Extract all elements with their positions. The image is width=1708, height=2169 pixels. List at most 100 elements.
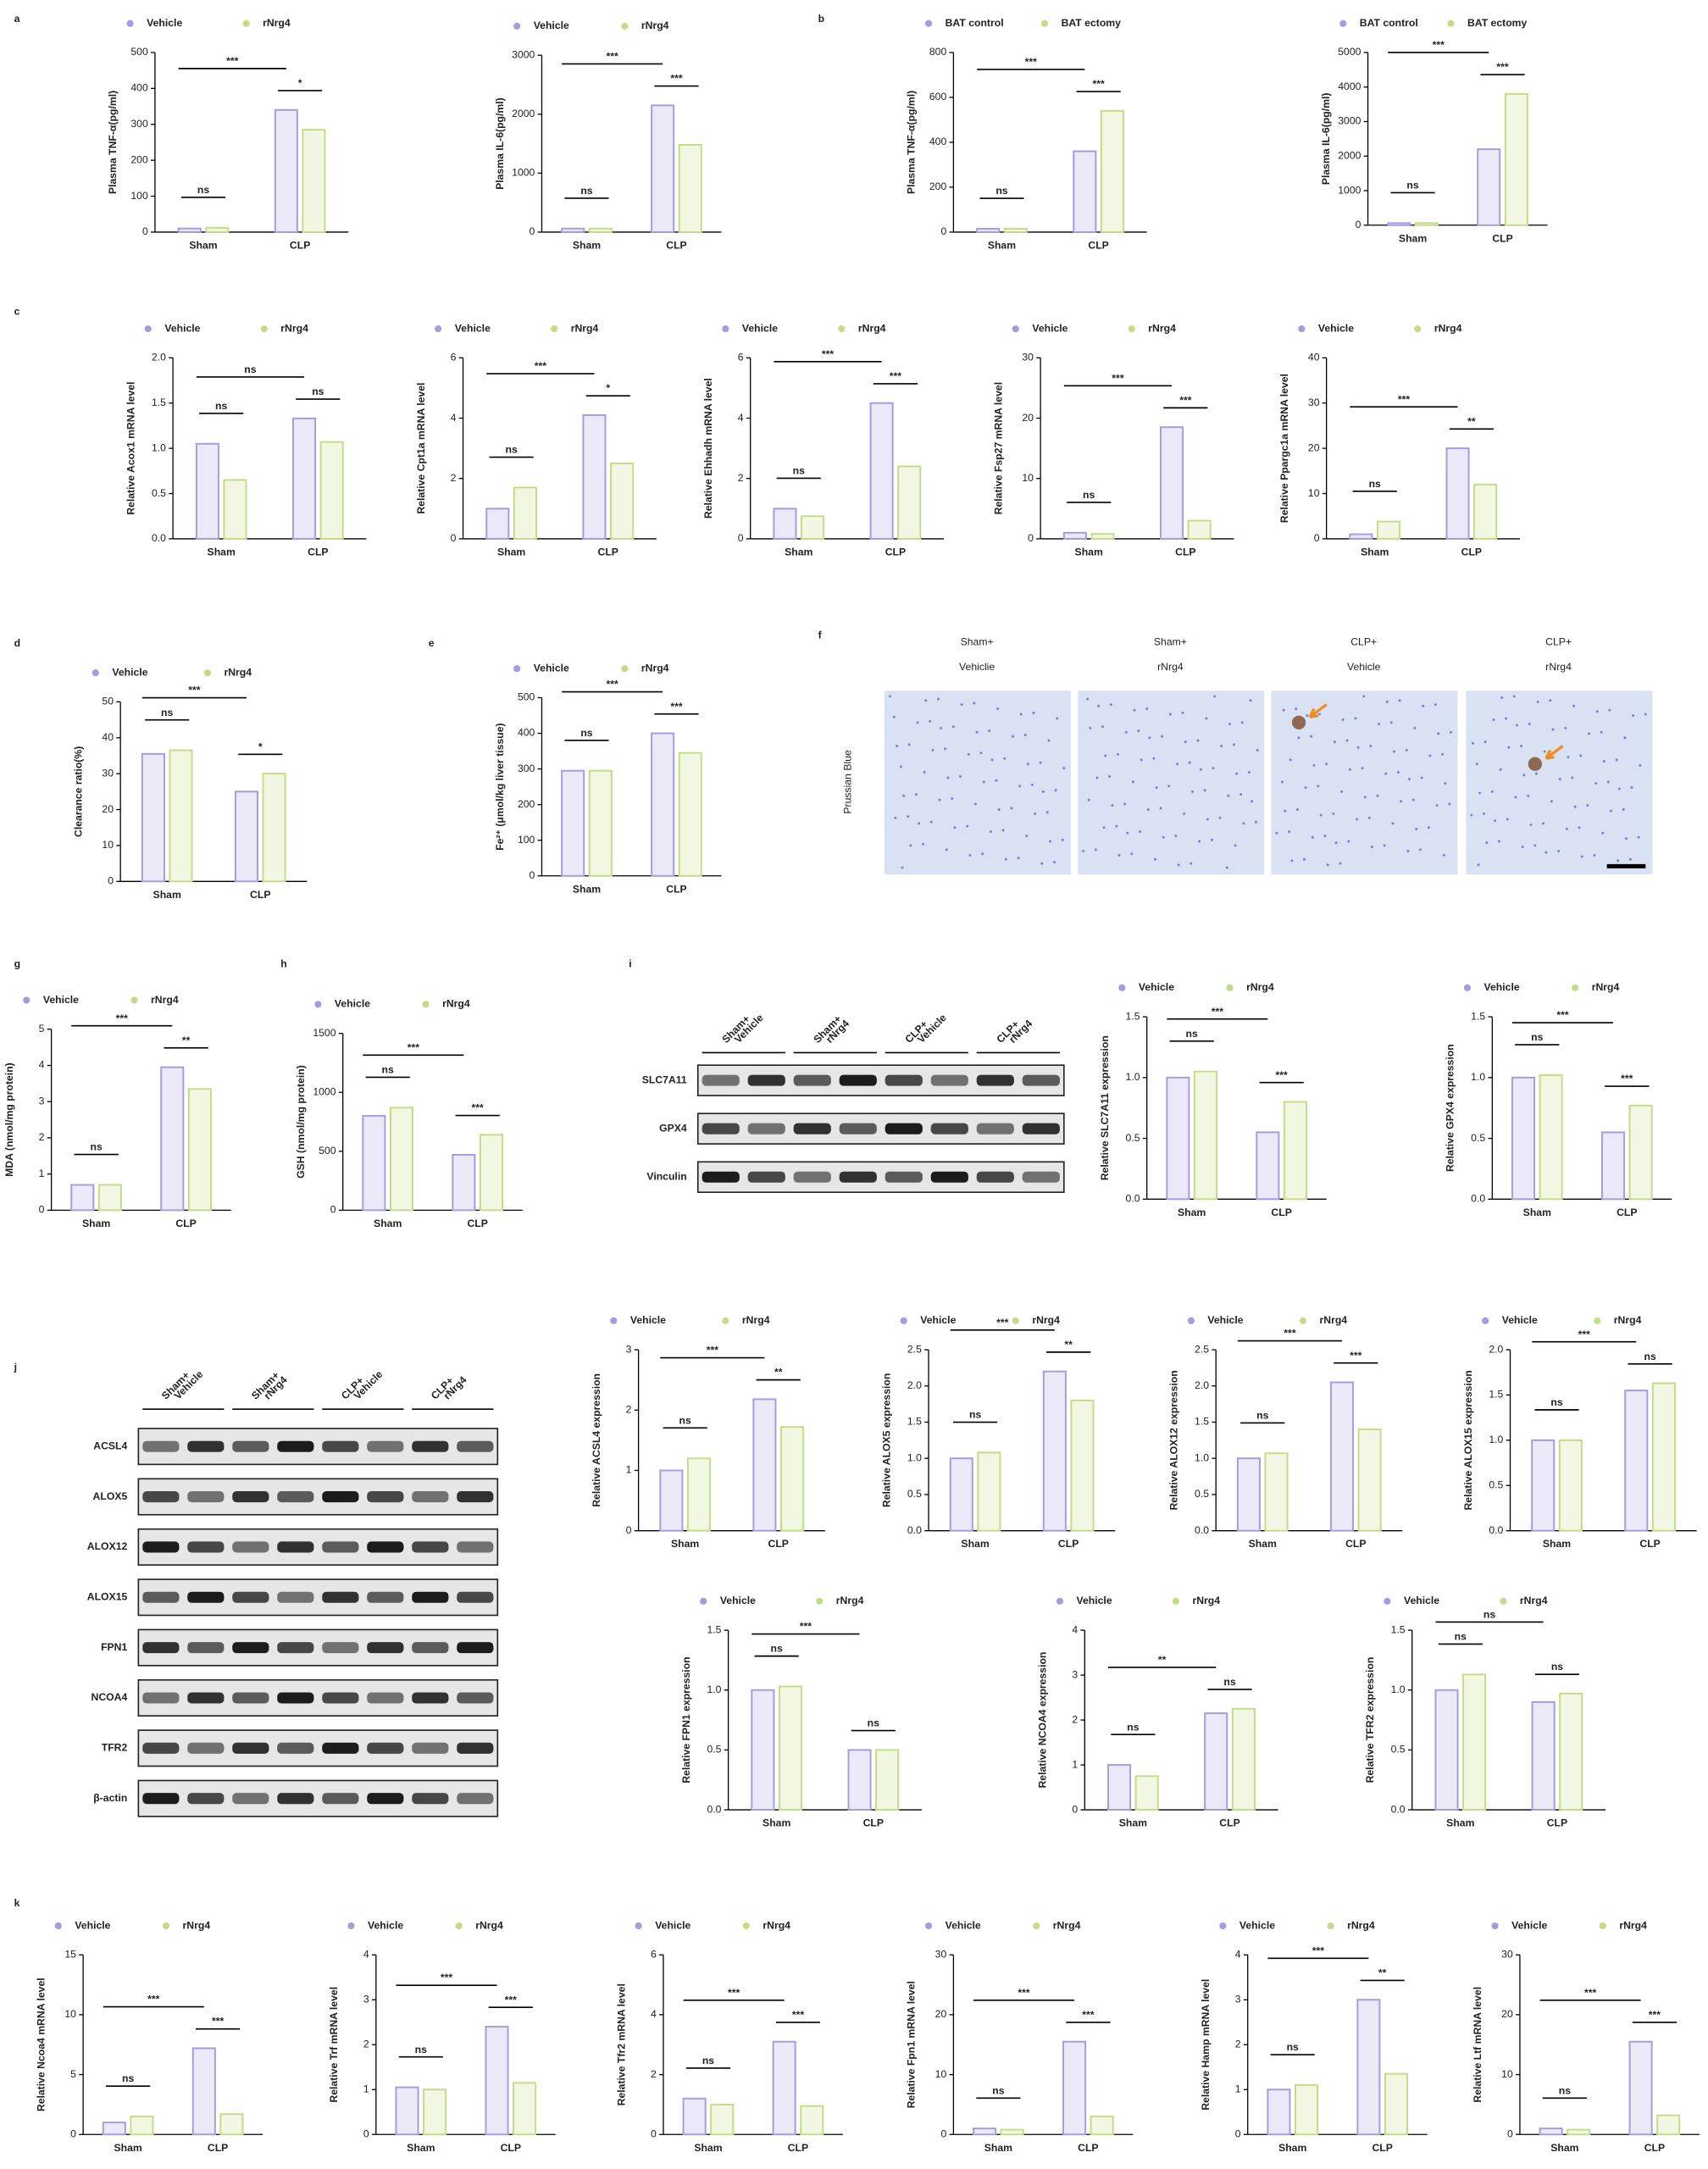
legend-label: rNrg4 — [1246, 981, 1274, 993]
bar — [1357, 1428, 1382, 1532]
x-tick-label: Sham — [1361, 546, 1389, 558]
legend-marker — [1572, 984, 1579, 991]
nucleus — [1034, 812, 1037, 815]
nucleus — [1001, 829, 1005, 832]
legend-label: rNrg4 — [224, 666, 252, 678]
x-tick-label: CLP — [290, 239, 310, 251]
y-tick-label: 5 — [39, 1023, 45, 1035]
bar — [223, 479, 247, 540]
nucleus — [1049, 840, 1052, 843]
blot-band — [793, 1074, 831, 1086]
significance-label: *** — [535, 360, 547, 372]
nucleus — [1391, 822, 1395, 825]
nucleus — [1521, 846, 1524, 849]
y-tick-label: 1 — [39, 1168, 45, 1179]
nucleus — [1400, 800, 1403, 803]
blot-band — [976, 1123, 1014, 1134]
blot-band — [322, 1440, 359, 1452]
nucleus — [892, 715, 896, 718]
legend-marker — [1056, 1597, 1064, 1605]
y-tick-label: 2.0 — [1195, 1379, 1209, 1391]
x-tick-label: CLP — [1616, 1207, 1637, 1218]
y-axis-label: Relative Trf mRNA level — [328, 1987, 340, 2103]
y-tick-label: 0 — [1314, 532, 1320, 544]
nucleus — [1601, 831, 1605, 835]
significance-label: ns — [505, 444, 517, 456]
nucleus — [1422, 704, 1425, 707]
y-tick-label: 0 — [940, 2127, 946, 2139]
y-tick-label: 20 — [102, 803, 114, 815]
bar — [1434, 1689, 1459, 1811]
bar — [1377, 520, 1401, 540]
legend-label: rNrg4 — [1192, 1595, 1220, 1606]
legend-marker — [422, 1001, 430, 1008]
nucleus — [1089, 726, 1092, 729]
bar — [1539, 1073, 1563, 1201]
y-tick-label: 1.5 — [152, 397, 166, 408]
nucleus — [1297, 736, 1300, 740]
x-tick-label: Sham — [1119, 1817, 1147, 1829]
nucleus — [1040, 862, 1044, 865]
significance-label: ** — [182, 1035, 191, 1046]
x-tick-label: CLP — [1078, 2142, 1098, 2154]
nucleus — [1419, 848, 1422, 852]
bar — [191, 2047, 216, 2136]
legend-label: BAT ectomy — [1467, 17, 1528, 29]
significance-label: *** — [1578, 1329, 1591, 1340]
nucleus — [1130, 852, 1134, 856]
y-tick-label: 0 — [626, 1524, 632, 1536]
nucleus — [988, 729, 991, 733]
blot-band — [457, 1742, 494, 1754]
y-axis-label: Relative NCOA4 expression — [1037, 1652, 1049, 1789]
panel-label: a — [14, 13, 20, 25]
bar — [659, 1469, 684, 1532]
legend-marker — [1299, 1317, 1307, 1324]
significance-label: *** — [1179, 394, 1192, 406]
nucleus — [1408, 778, 1411, 781]
x-tick-label: CLP — [666, 883, 686, 895]
nucleus — [1449, 730, 1452, 734]
nucleus — [953, 826, 957, 829]
nucleus — [1557, 849, 1561, 852]
blot-band — [412, 1491, 449, 1503]
y-tick-label: 0.5 — [1195, 1488, 1209, 1500]
nucleus — [1318, 713, 1321, 716]
significance-label: *** — [1018, 1987, 1030, 1999]
legend-marker — [126, 19, 134, 27]
blot-row-label: TFR2 — [102, 1742, 128, 1754]
nucleus — [940, 726, 943, 729]
x-tick-label: Sham — [1178, 1207, 1206, 1218]
y-tick-label: 0.0 — [1489, 1524, 1503, 1536]
nucleus — [1148, 736, 1151, 740]
y-tick-label: 0 — [530, 225, 535, 237]
y-tick-label: 4 — [451, 412, 457, 424]
nucleus — [929, 820, 933, 824]
nucleus — [1255, 820, 1257, 824]
blot-band — [457, 1591, 494, 1603]
x-tick-label: Sham — [961, 1538, 989, 1550]
nucleus — [1032, 711, 1035, 714]
bar — [949, 1457, 973, 1532]
panel-label: f — [818, 629, 823, 641]
nucleus — [1340, 790, 1344, 793]
bar — [976, 227, 1001, 233]
y-tick-label: 10 — [1501, 2068, 1513, 2080]
nucleus — [997, 808, 1001, 811]
bar — [195, 442, 219, 540]
nucleus — [918, 822, 921, 825]
significance-label: ns — [1186, 1028, 1198, 1040]
panel-label: c — [14, 306, 20, 318]
blot-band — [322, 1742, 359, 1754]
legend-label: rNrg4 — [475, 1919, 503, 1931]
nucleus — [1288, 830, 1291, 834]
legend-marker — [621, 22, 629, 31]
blot-band — [747, 1171, 785, 1183]
nucleus — [929, 719, 932, 723]
bar — [1204, 1712, 1228, 1811]
bar — [1628, 2040, 1653, 2136]
y-tick-label: 1.5 — [1489, 1389, 1503, 1401]
nucleus — [1361, 767, 1364, 770]
bar — [610, 462, 635, 540]
legend-marker — [1187, 1317, 1195, 1324]
x-tick-label: Sham — [573, 239, 601, 251]
